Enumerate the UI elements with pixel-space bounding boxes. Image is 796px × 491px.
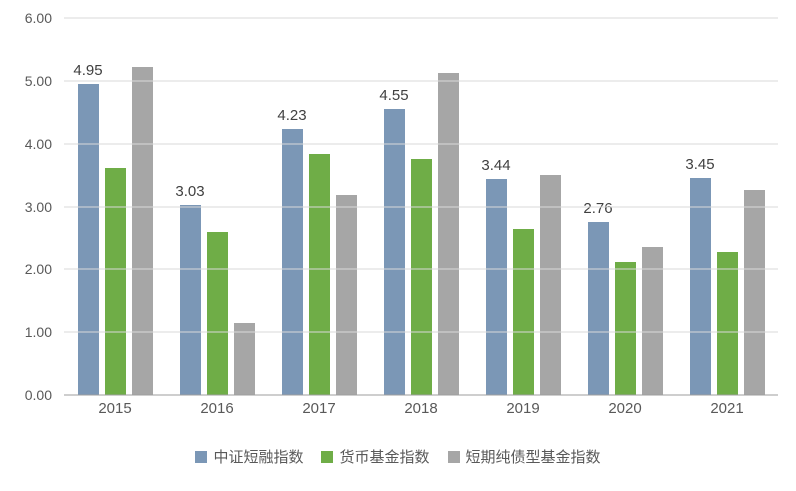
bar-series3-2017 [335, 195, 357, 395]
bar-group: 3.44 [472, 18, 574, 395]
x-axis-tick-label: 2021 [710, 400, 744, 417]
gridline [64, 80, 778, 82]
bar-series2-2019 [512, 228, 534, 395]
bar-series2-2017 [308, 154, 330, 395]
bar-data-label: 3.44 [481, 156, 511, 174]
y-axis-tick-label: 6.00 [24, 10, 52, 26]
bar-series3-2018 [437, 72, 459, 395]
bar-series2-2020 [614, 261, 636, 395]
bar-series2-2018 [410, 158, 432, 395]
gridline [64, 17, 778, 19]
bar-series3-2016 [233, 322, 255, 395]
bar-data-label: 4.23 [277, 107, 307, 125]
bar-series1-2016: 3.03 [175, 183, 205, 395]
gridline [64, 331, 778, 333]
plot-area: 4.95 3.03 4.23 4.55 3.44 2.76 3.45 0.00 1.00 2.0… [25, 10, 778, 403]
gridline [64, 268, 778, 270]
bar-series1-2015: 4.95 [73, 62, 103, 395]
bar-series3-2015 [131, 67, 153, 395]
gridline [64, 143, 778, 145]
x-axis-tick-label: 2015 [98, 400, 132, 417]
bar-series1-2020: 2.76 [583, 200, 613, 395]
x-axis-tick-label: 2019 [506, 400, 540, 417]
bar-group: 2.76 [574, 18, 676, 395]
bar-series1-2017: 4.23 [277, 107, 307, 395]
legend-swatch [321, 450, 334, 463]
x-axis-tick-label: 2016 [200, 400, 234, 417]
legend-item-1: 中证短融指数 [195, 446, 303, 467]
bar-series2-2015 [104, 167, 126, 395]
y-axis-tick-label: 4.00 [24, 135, 52, 152]
x-axis-tick-label: 2020 [608, 400, 642, 417]
bar-series3-2021 [743, 189, 765, 395]
x-axis-tick-label: 2017 [302, 400, 336, 417]
bar-data-label: 2.76 [583, 199, 613, 217]
y-axis-tick-label: 3.00 [24, 198, 52, 215]
bar-series2-2021 [716, 251, 738, 395]
y-axis-tick-label: 1.00 [24, 324, 52, 341]
bar-series2-2016 [206, 231, 228, 395]
bar-series1-2021: 3.45 [685, 156, 715, 395]
bar-data-label: 3.03 [175, 182, 205, 200]
x-axis-line [64, 394, 778, 396]
legend-label: 中证短融指数 [213, 449, 304, 466]
y-axis-tick-label: 5.00 [24, 72, 52, 89]
bar-data-label: 3.45 [685, 156, 715, 174]
gridline [64, 206, 778, 207]
bar-series3-2020 [641, 247, 663, 395]
bar-data-label: 4.95 [73, 61, 103, 79]
bar-groups: 4.95 3.03 4.23 4.55 3.44 2.76 3.45 [64, 18, 778, 395]
bar-group: 4.23 [268, 18, 370, 395]
bar-group: 4.55 [370, 18, 472, 395]
x-axis-tick-label: 2018 [404, 400, 438, 417]
legend-label: 短期纯债型基金指数 [465, 449, 601, 466]
bar-series3-2019 [539, 175, 561, 395]
bar-group: 3.45 [676, 18, 778, 395]
chart-legend: 中证短融指数 货币基金指数 短期纯债型基金指数 [0, 446, 796, 467]
legend-label: 货币基金指数 [339, 449, 430, 466]
bar-series1-2018: 4.55 [379, 87, 409, 395]
bar-group: 4.95 [64, 18, 166, 395]
legend-swatch [195, 450, 208, 463]
y-axis-tick-label: 2.00 [24, 261, 52, 278]
x-axis: 2015 2016 2017 2018 2019 2020 2021 [64, 400, 778, 417]
legend-item-3: 短期纯债型基金指数 [447, 446, 601, 467]
y-axis-tick-label: 0.00 [24, 387, 52, 403]
legend-swatch [447, 450, 460, 463]
legend-item-2: 货币基金指数 [321, 446, 430, 467]
bar-data-label: 4.55 [379, 87, 409, 105]
bar-series1-2019: 3.44 [481, 157, 511, 395]
bar-group: 3.03 [166, 18, 268, 395]
